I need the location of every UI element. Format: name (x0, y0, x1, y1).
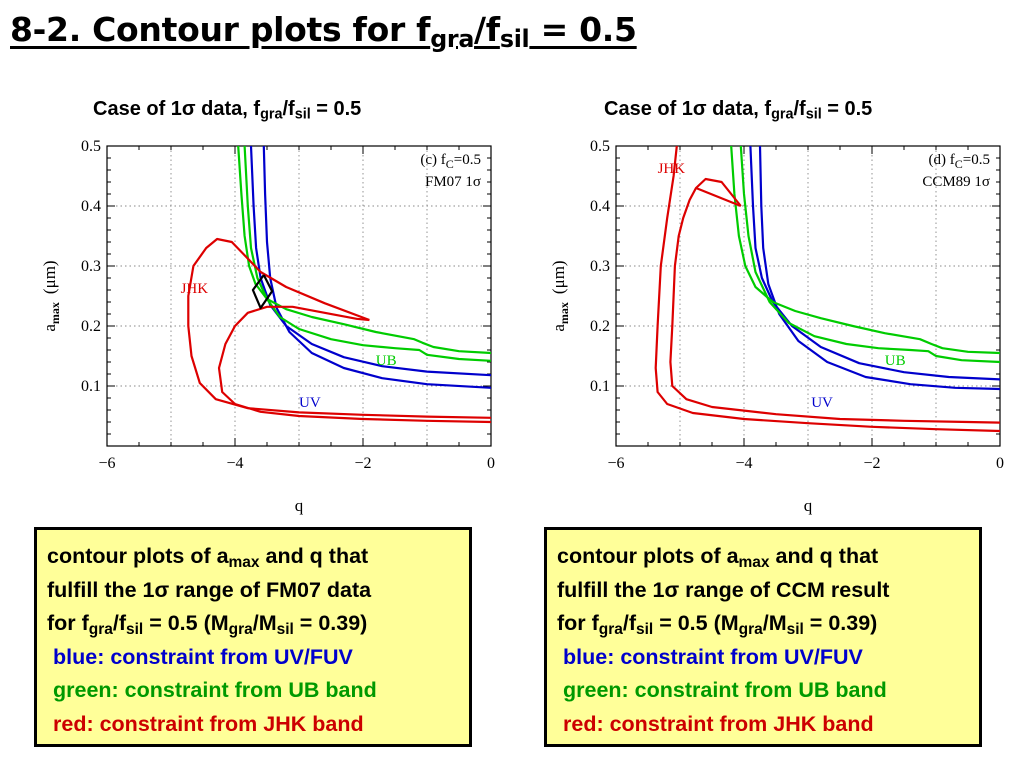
plot-frame (106, 145, 492, 447)
uv-contour (758, 146, 1000, 391)
jhk-contour (217, 305, 491, 424)
y-tick-label: 0.4 (590, 198, 610, 215)
caption-box-d: contour plots of amax and q that fulfill… (544, 527, 982, 747)
jhk-contour (695, 186, 742, 208)
jhk-contour (669, 177, 1000, 424)
caption-line-3: for fgra/fsil = 0.5 (Mgra/Msil = 0.39) (557, 611, 878, 638)
caption-line-3: for fgra/fsil = 0.5 (Mgra/Msil = 0.39) (47, 611, 368, 638)
x-tick-label: −6 (98, 455, 115, 472)
ub-contour (237, 146, 491, 355)
panel-annotation-line2: CCM89 1σ (922, 174, 990, 190)
x-tick-label: −2 (863, 455, 880, 472)
ub-contour (243, 146, 491, 362)
caption-box-c: contour plots of amax and q that fulfill… (34, 527, 472, 747)
ub-label: UB (376, 353, 397, 369)
legend-red: red: constraint from JHK band (53, 711, 364, 736)
y-tick-label: 0.2 (81, 318, 101, 335)
panel-c-heading: Case of 1σ data, fgra/fsil = 0.5 (93, 98, 362, 123)
caption-line-1: contour plots of amax and q that (557, 544, 879, 571)
slide-title: 8-2. Contour plots for fgra/fsil = 0.5 (10, 10, 637, 53)
y-axis-label: amax(μm) (549, 260, 571, 331)
uv-contour (262, 146, 491, 389)
x-tick-label: 0 (487, 455, 495, 472)
y-tick-label: 0.1 (81, 378, 101, 395)
overlap-contour (251, 274, 274, 310)
y-tick-label: 0.1 (590, 378, 610, 395)
ub-label: UB (885, 353, 906, 369)
y-tick-label: 0.4 (81, 198, 101, 215)
legend-blue: blue: constraint from UV/FUV (53, 644, 353, 669)
legend-green: green: constraint from UB band (563, 678, 887, 702)
y-tick-label: 0.3 (590, 258, 610, 275)
plot-frame (615, 145, 1001, 447)
x-tick-label: 0 (996, 455, 1004, 472)
y-axis-label: amax(μm) (40, 260, 62, 331)
caption-line-2: fulfill the 1σ range of FM07 data (47, 577, 372, 602)
uv-label: UV (299, 395, 321, 411)
contour-plot-c: −6 −4 −2 0 0.1 0.2 0.3 0.4 0.5 q amax(μm) (c) fC=0.… (40, 138, 495, 515)
uv-contour (249, 146, 491, 377)
y-tick-label: 0.5 (81, 138, 101, 155)
x-tick-label: −2 (354, 455, 371, 472)
jhk-label: JHK (181, 281, 209, 297)
x-tick-label: −4 (226, 455, 243, 472)
legend-red: red: constraint from JHK band (563, 711, 874, 736)
x-tick-label: −4 (735, 455, 752, 472)
x-tick-label: −6 (607, 455, 624, 472)
caption-line-2: fulfill the 1σ range of CCM result (557, 577, 890, 602)
jhk-contour (654, 146, 1000, 433)
legend-green: green: constraint from UB band (53, 678, 377, 702)
ub-contour (730, 146, 1000, 355)
caption-line-1: contour plots of amax and q that (47, 544, 369, 571)
contour-plot-d: −6 −4 −2 0 0.1 0.2 0.3 0.4 0.5 q amax(μm) (d) fC=0.… (549, 138, 1004, 515)
panel-annotation: (c) fC=0.5 (420, 152, 481, 171)
uv-label: UV (811, 395, 833, 411)
jhk-label: JHK (658, 161, 686, 177)
y-tick-label: 0.3 (81, 258, 101, 275)
jhk-contour (187, 237, 491, 419)
x-axis-label: q (804, 496, 813, 515)
ub-contour (739, 146, 1000, 364)
x-axis-label: q (295, 496, 304, 515)
uv-contour (749, 146, 1000, 381)
panel-annotation-line2: FM07 1σ (425, 174, 481, 190)
panel-annotation: (d) fC=0.5 (929, 152, 990, 171)
legend-blue: blue: constraint from UV/FUV (563, 644, 863, 669)
panel-d-heading: Case of 1σ data, fgra/fsil = 0.5 (604, 98, 873, 123)
y-tick-label: 0.5 (590, 138, 610, 155)
y-tick-label: 0.2 (590, 318, 610, 335)
